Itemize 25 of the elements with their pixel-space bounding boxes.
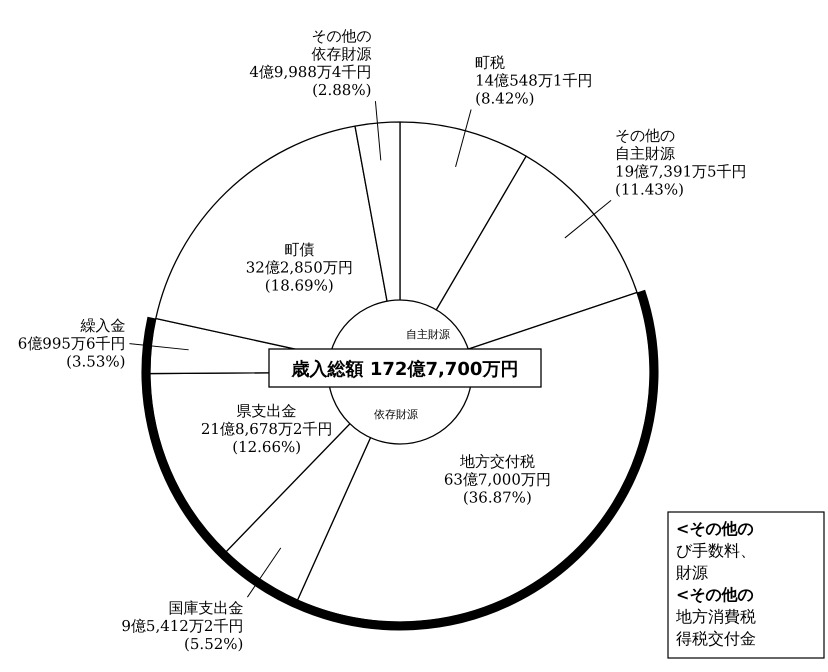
- slice-label: 繰入金: [79, 316, 126, 335]
- text: 地方消費税: [675, 607, 756, 626]
- data-label: 32億2,850万円 (18.69%): [246, 258, 353, 295]
- slice-label: その他の依存財源: [311, 27, 372, 64]
- data-label: 21億8,678万2千円 (12.66%): [200, 420, 332, 456]
- text: 自主財源: [406, 328, 450, 341]
- slice-label: 町税: [475, 53, 506, 72]
- slice-label: 町債: [284, 240, 314, 259]
- data-label: 14億548万1千円 (8.42%): [475, 71, 592, 108]
- data-label: 6億995万6千円 (3.53%): [18, 334, 126, 371]
- data-label: 63億7,000万円 (36.87%): [444, 470, 551, 506]
- slice-label: その他の自主財源: [615, 126, 676, 162]
- slice-label: 県支出金: [236, 402, 297, 420]
- text: び手数料、: [676, 541, 756, 560]
- text: 歳入総額 172億7,700万円: [290, 359, 518, 380]
- data-label: 19億7,391万5千円 (11.43%): [615, 162, 747, 198]
- text: <その他の: [676, 519, 754, 538]
- text: 得税交付金: [676, 629, 756, 648]
- text: 財源: [676, 563, 708, 582]
- text: 依存財源: [374, 408, 418, 421]
- data-label: 9億5,412万2千円 (5.52%): [121, 617, 244, 654]
- slice-label: 地方交付税: [458, 452, 535, 470]
- text: <その他の: [676, 585, 754, 604]
- data-label: 4億9,988万4千円 (2.88%): [249, 63, 372, 100]
- slice-label: 国庫支出金: [168, 599, 244, 618]
